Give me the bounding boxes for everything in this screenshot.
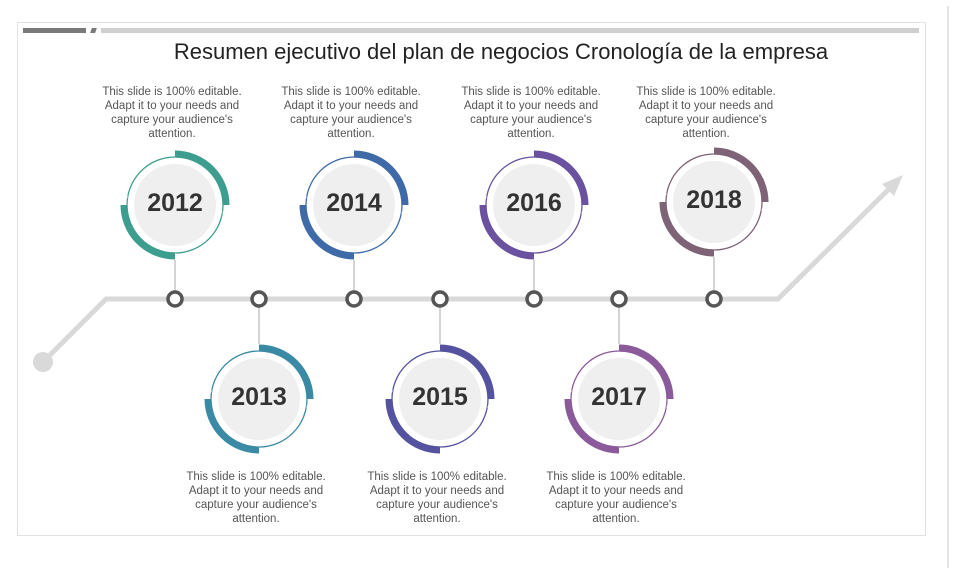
milestone-2014 <box>299 150 409 308</box>
ring-gap <box>487 404 493 410</box>
ring-arc-upper <box>618 344 674 400</box>
year-disc <box>399 358 481 440</box>
slide-frame <box>17 22 926 536</box>
ring-arc-lower <box>120 204 176 260</box>
year-disc <box>134 164 216 246</box>
ring-arc-lower <box>299 204 355 260</box>
milestone-description: This slide is 100% editable. Adapt it to… <box>636 86 776 140</box>
ring-arc-lower <box>564 398 620 454</box>
ring-gap <box>222 210 228 216</box>
ring-gap <box>306 404 312 410</box>
year-label: 2018 <box>686 186 742 214</box>
ring-arc-lower <box>385 398 441 454</box>
timeline-node <box>705 290 723 308</box>
ring-gap <box>301 194 307 200</box>
ring-gap <box>661 191 667 197</box>
timeline-arrow-head <box>882 175 903 196</box>
ring-gap <box>387 388 393 394</box>
year-disc <box>493 164 575 246</box>
milestone-description: This slide is 100% editable. Adapt it to… <box>102 86 242 140</box>
ring-gap <box>666 404 672 410</box>
milestone-description: This slide is 100% editable. Adapt it to… <box>461 86 601 140</box>
milestone-2015 <box>385 290 495 454</box>
timeline-node <box>166 290 184 308</box>
timeline-node <box>525 290 543 308</box>
slide-title: Resumen ejecutivo del plan de negocios C… <box>173 39 829 64</box>
milestone-description: This slide is 100% editable. Adapt it to… <box>281 86 421 140</box>
year-disc <box>313 164 395 246</box>
milestone-description: This slide is 100% editable. Adapt it to… <box>546 471 686 525</box>
timeline-node <box>610 290 628 308</box>
milestone-2018 <box>659 147 769 308</box>
ring-arc-lower <box>659 201 715 257</box>
timeline-node <box>431 290 449 308</box>
milestone-2013 <box>204 290 314 454</box>
ring-gap <box>401 210 407 216</box>
header-accent-bar-light <box>101 28 919 33</box>
timeline-node <box>250 290 268 308</box>
timeline-start-dot <box>33 352 53 372</box>
scrollbar-divider <box>947 6 949 568</box>
year-label: 2013 <box>231 383 287 411</box>
ring-arc-upper <box>174 150 230 206</box>
year-label: 2014 <box>326 189 382 217</box>
ring-gap <box>481 194 487 200</box>
ring-gap <box>761 207 767 213</box>
ring-arc-lower <box>479 204 535 260</box>
ring-gap <box>581 210 587 216</box>
year-disc <box>218 358 300 440</box>
header-accent-bar-dark <box>23 28 86 33</box>
year-label: 2015 <box>412 383 468 411</box>
milestone-2012 <box>120 150 230 308</box>
year-label: 2017 <box>591 383 647 411</box>
ring-arc-upper <box>439 344 495 400</box>
ring-gap <box>206 388 212 394</box>
ring-arc-lower <box>204 398 260 454</box>
ring-gap <box>566 388 572 394</box>
milestone-2017 <box>564 290 674 454</box>
ring-arc-upper <box>533 150 589 206</box>
year-label: 2012 <box>147 189 203 217</box>
ring-arc-upper <box>258 344 314 400</box>
year-label: 2016 <box>506 189 562 217</box>
milestone-2016 <box>479 150 589 308</box>
milestone-description: This slide is 100% editable. Adapt it to… <box>367 471 507 525</box>
ring-arc-upper <box>353 150 409 206</box>
ring-arc-upper <box>713 147 769 203</box>
timeline-node <box>345 290 363 308</box>
ring-gap <box>122 194 128 200</box>
year-disc <box>673 161 755 243</box>
milestone-description: This slide is 100% editable. Adapt it to… <box>186 471 326 525</box>
year-disc <box>578 358 660 440</box>
